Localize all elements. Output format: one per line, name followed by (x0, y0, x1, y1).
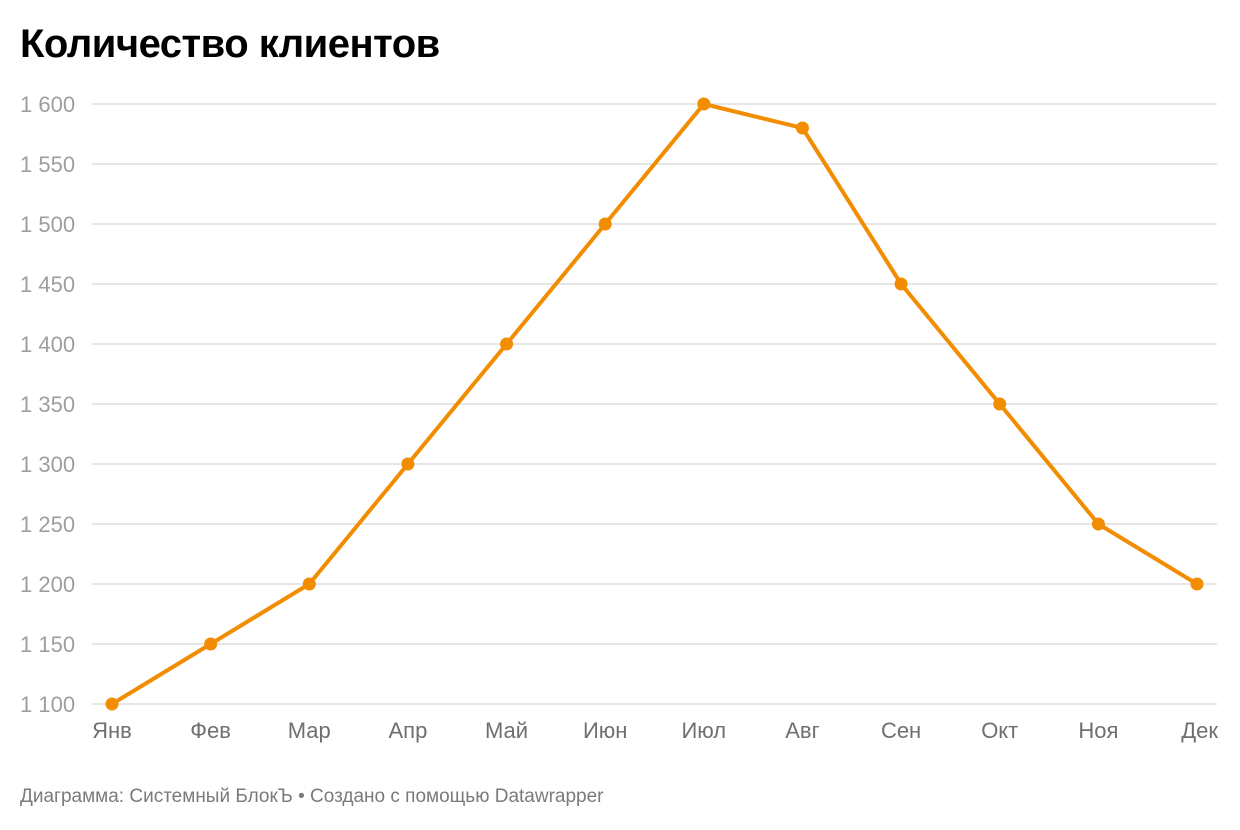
x-tick-label: Сен (881, 718, 921, 743)
y-tick-label: 1 550 (20, 152, 75, 177)
x-tick-label: Янв (92, 718, 132, 743)
x-tick-label: Май (485, 718, 528, 743)
y-tick-label: 1 500 (20, 212, 75, 237)
x-tick-label: Окт (981, 718, 1018, 743)
data-point (1190, 577, 1204, 591)
y-tick-label: 1 350 (20, 392, 75, 417)
x-tick-label: Июн (583, 718, 627, 743)
data-line (110, 102, 1199, 706)
x-tick-label: Дек (1181, 718, 1218, 743)
y-tick-label: 1 100 (20, 692, 75, 717)
y-tick-label: 1 200 (20, 572, 75, 597)
data-point (598, 217, 612, 231)
data-point (795, 121, 809, 135)
data-point (697, 97, 711, 111)
x-tick-label: Ноя (1078, 718, 1118, 743)
y-tick-label: 1 300 (20, 452, 75, 477)
x-axis-labels: Янв Фев Мар Апр Май Июн Июл Авг Сен Окт Ноя Дек (92, 718, 1218, 743)
data-point (993, 397, 1007, 411)
chart-title: Количество клиентов (20, 22, 440, 66)
y-tick-label: 1 250 (20, 512, 75, 537)
data-points (105, 97, 1204, 711)
x-tick-label: Апр (388, 718, 427, 743)
y-tick-label: 1 450 (20, 272, 75, 297)
data-point (1091, 517, 1105, 531)
x-tick-label: Авг (785, 718, 819, 743)
data-point (204, 637, 218, 651)
x-tick-label: Фев (190, 718, 231, 743)
data-point (105, 697, 119, 711)
y-axis-labels: 1 100 1 150 1 200 1 250 1 300 1 350 1 400 1 450… (20, 92, 75, 717)
x-tick-label: Июл (681, 718, 726, 743)
chart-footer-credit: Диаграмма: Системный БлокЪ • Создано с п… (20, 786, 604, 807)
y-tick-label: 1 600 (20, 92, 75, 117)
y-tick-label: 1 400 (20, 332, 75, 357)
data-point (302, 577, 316, 591)
data-point (401, 457, 415, 471)
data-point (894, 277, 908, 291)
x-tick-label: Мар (288, 718, 331, 743)
y-tick-label: 1 150 (20, 632, 75, 657)
data-point (500, 337, 514, 351)
